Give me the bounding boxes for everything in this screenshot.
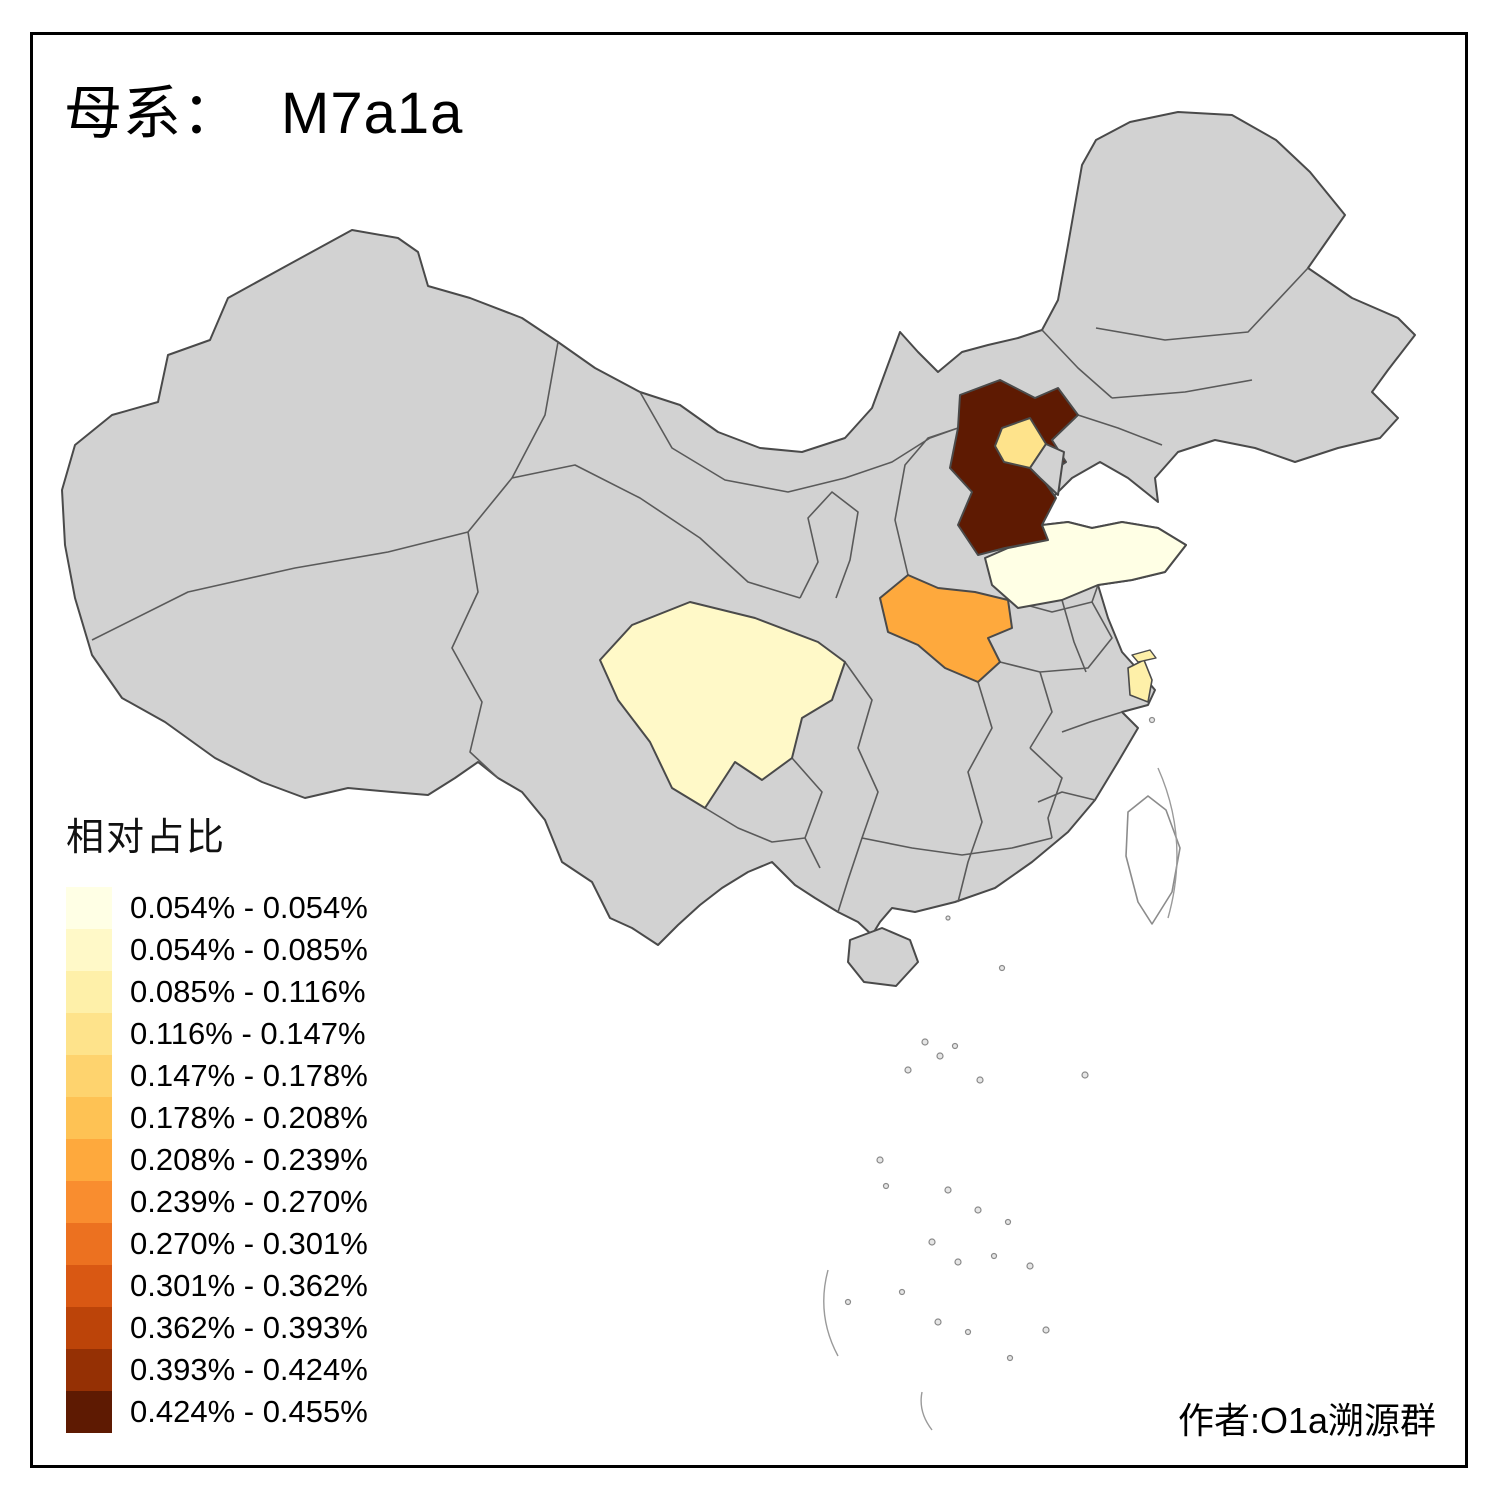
legend-entry: 0.054% - 0.054% xyxy=(66,887,368,929)
legend-label: 0.054% - 0.054% xyxy=(130,890,368,925)
legend-swatch xyxy=(66,1181,112,1223)
province-borders xyxy=(91,267,1309,913)
region-hebei xyxy=(949,379,1079,556)
legend-swatch xyxy=(66,1097,112,1139)
legend-swatch xyxy=(66,929,112,971)
region-shanghai-chongming xyxy=(1131,649,1157,663)
legend-entry: 0.393% - 0.424% xyxy=(66,1349,368,1391)
legend-entry: 0.085% - 0.116% xyxy=(66,971,368,1013)
plot-frame-border xyxy=(30,32,1468,1468)
island-chain-line xyxy=(823,767,1178,1431)
legend-label: 0.116% - 0.147% xyxy=(130,1016,366,1051)
legend-label: 0.393% - 0.424% xyxy=(130,1352,368,1387)
region-tianjin-gray xyxy=(1029,443,1065,496)
legend-entry: 0.147% - 0.178% xyxy=(66,1055,368,1097)
legend-swatch xyxy=(66,1265,112,1307)
taiwan-island xyxy=(1125,795,1181,925)
legend-swatch xyxy=(66,1391,112,1433)
figure-title: 母系： M7a1a xyxy=(64,66,463,150)
region-shandong xyxy=(984,521,1187,609)
legend-entry: 0.301% - 0.362% xyxy=(66,1265,368,1307)
title-value: M7a1a xyxy=(281,81,464,146)
region-shanghai xyxy=(1127,659,1153,703)
legend-title: 相对占比 xyxy=(66,817,227,859)
legend-entry: 0.239% - 0.270% xyxy=(66,1181,368,1223)
china-mainland-outline xyxy=(61,111,1416,946)
legend-swatch xyxy=(66,1349,112,1391)
legend-label: 0.178% - 0.208% xyxy=(130,1100,368,1135)
legend-entry: 0.054% - 0.085% xyxy=(66,929,368,971)
legend-swatch xyxy=(66,971,112,1013)
legend-swatch xyxy=(66,1307,112,1349)
legend-entry: 0.362% - 0.393% xyxy=(66,1307,368,1349)
legend-entry: 0.424% - 0.455% xyxy=(66,1391,368,1433)
legend-label: 0.424% - 0.455% xyxy=(130,1394,368,1429)
legend-label: 0.208% - 0.239% xyxy=(130,1142,368,1177)
legend-swatch xyxy=(66,1223,112,1265)
region-sichuan xyxy=(599,601,846,809)
legend-swatch xyxy=(66,887,112,929)
title-label: 母系： xyxy=(64,81,242,146)
hainan-island xyxy=(847,927,919,987)
legend-label: 0.301% - 0.362% xyxy=(130,1268,368,1303)
legend-swatch xyxy=(66,1013,112,1055)
legend: 相对占比 0.054% - 0.054% 0.054% - 0.085% 0.0… xyxy=(66,806,368,1433)
legend-swatch xyxy=(66,1055,112,1097)
legend-label: 0.362% - 0.393% xyxy=(130,1310,368,1345)
legend-entry: 0.116% - 0.147% xyxy=(66,1013,368,1055)
legend-label: 0.085% - 0.116% xyxy=(130,974,366,1009)
legend-label: 0.054% - 0.085% xyxy=(130,932,368,967)
legend-entry: 0.208% - 0.239% xyxy=(66,1139,368,1181)
legend-label: 0.147% - 0.178% xyxy=(130,1058,368,1093)
legend-rows: 0.054% - 0.054% 0.054% - 0.085% 0.085% -… xyxy=(66,887,368,1433)
region-shaanxi xyxy=(879,574,1013,683)
legend-entry: 0.178% - 0.208% xyxy=(66,1097,368,1139)
legend-entry: 0.270% - 0.301% xyxy=(66,1223,368,1265)
legend-label: 0.239% - 0.270% xyxy=(130,1184,368,1219)
legend-swatch xyxy=(66,1139,112,1181)
south-china-sea-islands xyxy=(844,716,1156,1362)
legend-label: 0.270% - 0.301% xyxy=(130,1226,368,1261)
author-credit: 作者:O1a溯源群 xyxy=(1177,1400,1436,1441)
